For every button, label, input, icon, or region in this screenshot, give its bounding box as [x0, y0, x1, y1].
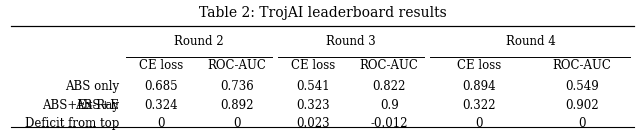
Text: CE loss: CE loss	[291, 59, 335, 72]
Text: ABS only: ABS only	[65, 80, 120, 93]
Text: 0.324: 0.324	[144, 99, 177, 112]
Text: 0.023: 0.023	[296, 117, 330, 130]
Text: 0.9: 0.9	[380, 99, 399, 112]
Text: 0.894: 0.894	[462, 80, 496, 93]
Text: 0.685: 0.685	[144, 80, 177, 93]
Text: 0: 0	[475, 117, 483, 130]
Text: 0.323: 0.323	[296, 99, 330, 112]
Text: 0.902: 0.902	[565, 99, 599, 112]
Text: ROC-AUC: ROC-AUC	[360, 59, 419, 72]
Text: 0.822: 0.822	[372, 80, 406, 93]
Text: CE loss: CE loss	[457, 59, 501, 72]
Text: Round 2: Round 2	[174, 35, 223, 48]
Text: ABS+Ex-Ray: ABS+Ex-Ray	[42, 99, 120, 112]
Text: ROC-AUC: ROC-AUC	[552, 59, 611, 72]
Text: ABS+E: ABS+E	[76, 99, 120, 112]
Text: 0: 0	[233, 117, 241, 130]
Text: 0.736: 0.736	[220, 80, 253, 93]
Text: 0: 0	[157, 117, 164, 130]
Text: CE loss: CE loss	[138, 59, 183, 72]
Text: Table 2: TrojAI leaderboard results: Table 2: TrojAI leaderboard results	[198, 6, 447, 20]
Text: Round 3: Round 3	[326, 35, 376, 48]
Text: 0.322: 0.322	[462, 99, 495, 112]
Text: 0.541: 0.541	[296, 80, 330, 93]
Text: 0.549: 0.549	[565, 80, 599, 93]
Text: Round 4: Round 4	[506, 35, 556, 48]
Text: 0: 0	[579, 117, 586, 130]
Text: -0.012: -0.012	[371, 117, 408, 130]
Text: Deficit from top: Deficit from top	[25, 117, 120, 130]
Text: ROC-AUC: ROC-AUC	[207, 59, 266, 72]
Text: 0.892: 0.892	[220, 99, 253, 112]
